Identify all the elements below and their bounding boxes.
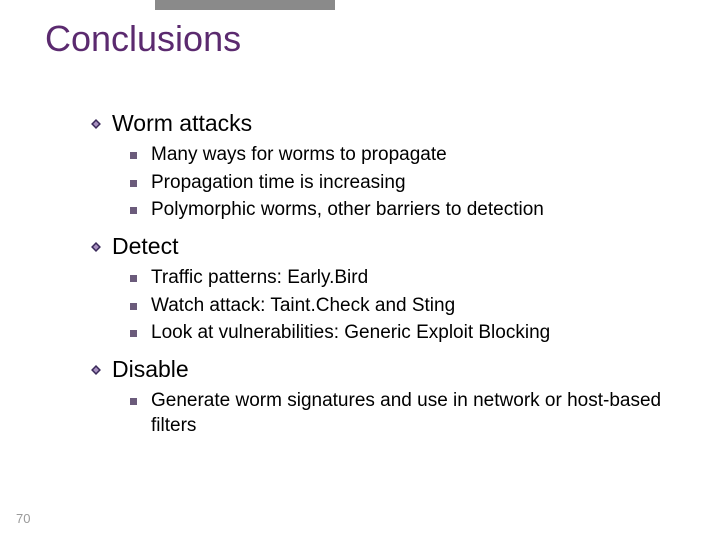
sub-list: Many ways for worms to propagate Propaga… <box>130 143 690 223</box>
list-item: Propagation time is increasing <box>130 171 690 196</box>
list-item: Traffic patterns: Early.Bird <box>130 266 690 291</box>
list-item-text: Watch attack: Taint.Check and Sting <box>151 294 455 319</box>
section-title: Worm attacks <box>112 110 252 137</box>
square-bullet-icon <box>130 180 137 187</box>
section-worm-attacks: Worm attacks Many ways for worms to prop… <box>90 110 690 223</box>
square-bullet-icon <box>130 398 137 405</box>
list-item-text: Many ways for worms to propagate <box>151 143 447 168</box>
section-detect: Detect Traffic patterns: Early.Bird Watc… <box>90 233 690 346</box>
list-item-text: Look at vulnerabilities: Generic Exploit… <box>151 321 550 346</box>
list-item-text: Polymorphic worms, other barriers to det… <box>151 198 544 223</box>
square-bullet-icon <box>130 275 137 282</box>
list-item: Many ways for worms to propagate <box>130 143 690 168</box>
top-accent-bar <box>155 0 335 10</box>
section-header: Worm attacks <box>90 110 690 137</box>
list-item: Generate worm signatures and use in netw… <box>130 389 690 438</box>
list-item: Polymorphic worms, other barriers to det… <box>130 198 690 223</box>
list-item-text: Generate worm signatures and use in netw… <box>151 389 690 438</box>
slide-title: Conclusions <box>45 18 241 60</box>
section-header: Disable <box>90 356 690 383</box>
sub-list: Traffic patterns: Early.Bird Watch attac… <box>130 266 690 346</box>
diamond-bullet-icon <box>90 118 102 130</box>
square-bullet-icon <box>130 152 137 159</box>
section-title: Detect <box>112 233 178 260</box>
section-header: Detect <box>90 233 690 260</box>
square-bullet-icon <box>130 207 137 214</box>
square-bullet-icon <box>130 330 137 337</box>
list-item: Watch attack: Taint.Check and Sting <box>130 294 690 319</box>
diamond-bullet-icon <box>90 241 102 253</box>
slide-content: Worm attacks Many ways for worms to prop… <box>90 110 690 449</box>
page-number: 70 <box>16 511 30 526</box>
diamond-bullet-icon <box>90 364 102 376</box>
square-bullet-icon <box>130 303 137 310</box>
section-disable: Disable Generate worm signatures and use… <box>90 356 690 438</box>
sub-list: Generate worm signatures and use in netw… <box>130 389 690 438</box>
list-item-text: Propagation time is increasing <box>151 171 406 196</box>
list-item: Look at vulnerabilities: Generic Exploit… <box>130 321 690 346</box>
list-item-text: Traffic patterns: Early.Bird <box>151 266 368 291</box>
section-title: Disable <box>112 356 189 383</box>
